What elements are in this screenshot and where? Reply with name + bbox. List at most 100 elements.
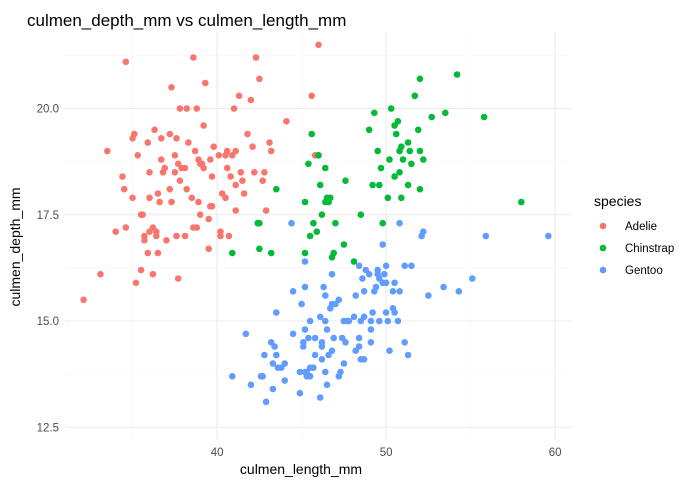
point-chinstrap <box>416 185 424 193</box>
point-gentoo <box>300 343 307 350</box>
point-adelie <box>134 152 141 159</box>
point-chinstrap <box>306 232 314 240</box>
point-adelie <box>200 122 207 129</box>
point-chinstrap <box>316 181 324 189</box>
point-chinstrap <box>371 109 378 117</box>
point-chinstrap <box>376 181 383 189</box>
point-adelie <box>154 190 162 197</box>
point-gentoo <box>545 232 552 240</box>
point-adelie <box>205 215 212 223</box>
point-gentoo <box>229 373 236 380</box>
point-chinstrap <box>416 147 424 155</box>
legend-key-adelie <box>599 222 607 230</box>
point-adelie <box>195 198 202 206</box>
point-gentoo <box>269 385 277 393</box>
point-gentoo <box>259 373 267 380</box>
point-adelie <box>223 164 231 172</box>
point-gentoo <box>367 326 375 333</box>
point-adelie <box>232 147 239 155</box>
point-adelie <box>176 105 184 112</box>
point-adelie <box>80 296 87 304</box>
point-chinstrap <box>453 71 461 78</box>
point-gentoo <box>391 279 398 287</box>
point-gentoo <box>298 300 305 308</box>
point-gentoo <box>311 334 319 342</box>
x-tick-label: 40 <box>211 447 224 459</box>
point-gentoo <box>352 292 360 299</box>
y-axis-title: culmen_depth_mm <box>7 187 23 306</box>
point-adelie <box>315 41 322 49</box>
point-gentoo <box>389 288 397 295</box>
point-adelie <box>261 169 268 176</box>
point-adelie <box>283 118 290 125</box>
point-gentoo <box>440 283 447 291</box>
point-adelie <box>240 190 248 197</box>
point-adelie <box>176 177 184 184</box>
point-gentoo <box>296 368 304 376</box>
point-gentoo <box>342 339 349 346</box>
point-chinstrap <box>394 118 402 125</box>
point-adelie <box>205 245 212 253</box>
point-gentoo <box>386 347 393 355</box>
point-adelie <box>183 105 190 112</box>
point-adelie <box>247 96 255 104</box>
point-chinstrap <box>256 245 263 253</box>
point-adelie <box>251 169 258 176</box>
point-adelie <box>137 266 145 274</box>
point-chinstrap <box>327 194 334 202</box>
point-gentoo <box>376 317 383 325</box>
point-adelie <box>249 143 256 150</box>
point-chinstrap <box>398 194 405 202</box>
point-gentoo <box>337 368 344 376</box>
point-gentoo <box>301 258 309 265</box>
point-adelie <box>191 147 199 155</box>
point-adelie <box>120 185 128 193</box>
legend-label-adelie: Adelie <box>625 221 657 233</box>
x-tick-labels: 40 50 60 <box>211 447 562 459</box>
point-chinstrap <box>420 156 427 163</box>
point-gentoo <box>367 317 375 325</box>
point-gentoo <box>374 266 382 274</box>
point-chinstrap <box>399 156 407 163</box>
point-gentoo <box>323 381 331 389</box>
point-chinstrap <box>229 249 236 257</box>
point-gentoo <box>262 398 270 406</box>
point-chinstrap <box>369 181 376 189</box>
y-tick-label: 15.0 <box>37 316 59 328</box>
point-chinstrap <box>379 219 387 227</box>
point-gentoo <box>328 270 336 278</box>
point-adelie <box>139 211 146 218</box>
point-adelie <box>244 130 251 138</box>
point-gentoo <box>322 368 329 376</box>
point-chinstrap <box>377 164 385 172</box>
point-gentoo <box>372 283 380 291</box>
point-gentoo <box>261 351 268 359</box>
point-adelie <box>232 181 239 189</box>
legend: species Adelie Chinstrap Gentoo <box>594 193 674 277</box>
point-adelie <box>144 249 152 257</box>
x-axis-title: culmen_length_mm <box>240 461 362 477</box>
point-gentoo <box>269 360 277 367</box>
x-tick-label: 50 <box>380 447 393 459</box>
point-adelie <box>256 75 263 83</box>
point-gentoo <box>381 270 388 278</box>
point-gentoo <box>359 275 366 282</box>
point-gentoo <box>318 343 326 350</box>
point-gentoo <box>306 317 314 325</box>
point-adelie <box>112 228 119 235</box>
point-gentoo <box>340 360 348 367</box>
point-gentoo <box>382 279 390 287</box>
point-adelie <box>181 232 189 240</box>
point-gentoo <box>401 339 409 346</box>
point-chinstrap <box>480 113 488 121</box>
point-adelie <box>174 275 182 282</box>
point-chinstrap <box>322 164 329 172</box>
point-chinstrap <box>411 92 419 100</box>
point-adelie <box>171 152 179 159</box>
point-chinstrap <box>386 156 393 163</box>
point-gentoo <box>330 334 338 342</box>
point-chinstrap <box>408 160 415 168</box>
point-chinstrap <box>267 249 275 257</box>
point-gentoo <box>355 334 363 342</box>
